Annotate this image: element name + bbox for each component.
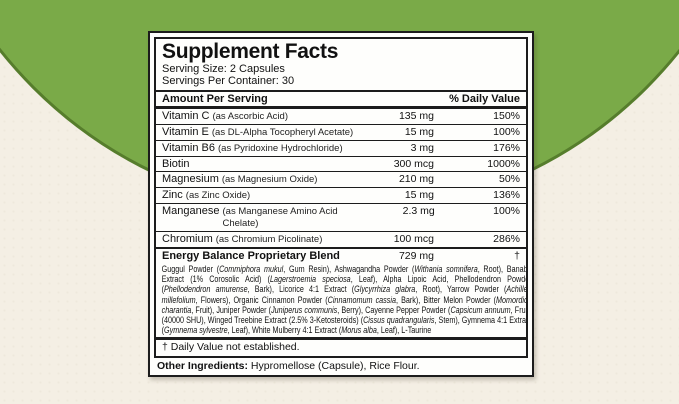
nutrient-row: Chromium (as Chromium Picolinate) 100 mcg 2… [156,231,526,247]
nutrient-row: Manganese (as Manganese Amino Acid Chelat… [156,203,526,231]
botanical-name: Glycyrrhiza glabra [354,284,416,295]
facts-panel: Supplement Facts Serving Size: 2 Capsule… [154,37,528,359]
nutrient-form: (as Zinc Oxide) [185,190,251,201]
blend-text: , Leaf), L-Taurine [376,325,432,336]
nutrient-amount: 100 mcg [393,233,434,245]
blend-text: , Fruit), Juniper Powder ( [191,304,272,315]
panel-title: Supplement Facts [162,40,339,63]
nutrient-row: Zinc (as Zinc Oxide) 15 mg 136% [156,187,526,203]
botanical-name: Commiphora mukul [219,264,284,274]
blend-text: , Flowers), Organic Cinnamon Powder ( [195,294,328,305]
botanical-name: Capsicum annuum [450,304,511,315]
nutrient-daily-value: 150% [493,110,520,122]
nutrient-amount: 15 mg [404,189,434,201]
botanical-name: Juniperus communis [271,304,338,315]
nutrient-amount: 15 mg [404,126,434,138]
nutrient-row: Vitamin E (as DL-Alpha Tocopheryl Acetate… [156,124,526,140]
nutrient-daily-value: 100% [493,126,520,138]
nutrient-daily-value: 50% [498,173,520,185]
nutrient-name: Vitamin B6 [162,142,215,154]
nutrient-name: Zinc [162,189,183,201]
blend-text: , Leaf), Alpha Lipoic Acid, Phellodendro… [161,274,526,295]
botanical-name: Achillea millefolium [161,284,526,305]
nutrient-amount: 135 mg [398,110,434,122]
servings-per-container-text: Servings Per Container: 30 [162,75,295,87]
column-header-row: Amount Per Serving % Daily Value [156,92,526,106]
blend-text: , Root), Yarrow Powder ( [415,284,507,295]
botanical-name: Phellodendron amurense [164,284,248,295]
nutrient-form: (as Pyridoxine Hydrochloride) [218,143,343,154]
nutrient-form: (as Manganese Amino Acid Chelate) [222,206,338,229]
nutrient-form: (as Ascorbic Acid) [212,111,288,122]
blend-description-wrap: Guggul Powder (Commiphora mukul, Gum Res… [156,263,526,337]
other-ingredients-line: Other Ingredients: Hypromellose (Capsule… [154,358,528,373]
nutrient-row: Vitamin B6 (as Pyridoxine Hydrochloride) 3… [156,140,526,156]
botanical-name: Withania somnifera [414,264,478,274]
nutrient-amount: 210 mg [398,173,434,185]
blend-amount: 729 mg [398,250,434,262]
nutrient-amount: 300 mcg [393,158,434,170]
divider-medium [156,90,526,92]
daily-value-footnote: † Daily Value not established. [162,341,300,354]
supplement-facts-label: Supplement Facts Serving Size: 2 Capsule… [148,31,534,378]
nutrient-daily-value: 286% [493,233,520,245]
nutrient-name: Chromium [162,233,213,245]
nutrient-name: Manganese [162,205,220,217]
nutrient-daily-value: 176% [493,142,520,154]
botanical-name: Morus alba [341,325,377,336]
blend-text: , Stem), Gymnema 4:1 Extract ( [161,315,526,336]
nutrient-name: Vitamin C [162,110,210,122]
blend-text: Guggul Powder ( [161,264,220,274]
amount-per-serving-header: Amount Per Serving [162,93,268,105]
blend-name: Energy Balance Proprietary Blend [162,250,340,262]
serving-size-text: Serving Size: 2 Capsules [162,63,285,75]
nutrient-amount: 3 mg [410,142,434,154]
other-ingredients-label: Other Ingredients: [157,360,249,373]
blend-row: Energy Balance Proprietary Blend 729 mg … [156,247,526,263]
blend-description: Guggul Powder (Commiphora mukul, Gum Res… [156,264,526,335]
blend-text: , Bark), Bitter Melon Powder ( [395,294,496,305]
nutrient-daily-value: 1000% [487,158,520,170]
blend-dv-dagger: † [514,250,520,262]
blend-text: , Gum Resin), Ashwagandha Powder ( [283,264,415,274]
botanical-name: Gymnema sylvestre [164,325,228,336]
nutrient-form: (as DL-Alpha Tocopheryl Acetate) [211,127,354,138]
nutrient-form: (as Chromium Picolinate) [215,234,323,245]
blend-text: , Root), Banaba Extract (1% Corosolic Ac… [161,264,526,285]
nutrient-row: Vitamin C (as Ascorbic Acid) 135 mg 150% [156,109,526,124]
nutrient-name: Biotin [162,158,190,170]
nutrient-row: Biotin 300 mcg 1000% [156,156,526,171]
blend-text: , Bark), Licorice 4:1 Extract ( [247,284,355,295]
blend-text: , Fruit) (40000 SHU), Winged Treebine Ex… [161,304,526,326]
blend-text: , Berry), Cayenne Pepper Powder ( [337,304,451,315]
nutrient-amount: 2.3 mg [402,205,435,217]
nutrient-daily-value: 136% [493,189,520,201]
divider-heavy [156,106,526,109]
nutrient-form: (as Magnesium Oxide) [221,174,318,185]
nutrient-rows: Vitamin C (as Ascorbic Acid) 135 mg 150% Vit… [156,109,526,247]
botanical-name: Cinnamomum cassia [327,294,396,305]
divider-heavy-bottom [156,337,526,341]
nutrient-name: Vitamin E [162,126,209,138]
daily-value-header: % Daily Value [449,93,520,105]
nutrient-row: Magnesium (as Magnesium Oxide) 210 mg 50% [156,171,526,187]
botanical-name: Cissus quadrangularis [363,315,435,326]
nutrient-name: Magnesium [162,173,219,185]
blend-text: , Leaf), White Mulberry 4:1 Extract ( [227,325,342,336]
botanical-name: Momordica charantia [161,294,526,315]
botanical-name: Lagerstroemia speciosa [270,274,351,285]
nutrient-daily-value: 100% [493,205,520,217]
other-ingredients-value: Hypromellose (Capsule), Rice Flour. [248,360,420,373]
